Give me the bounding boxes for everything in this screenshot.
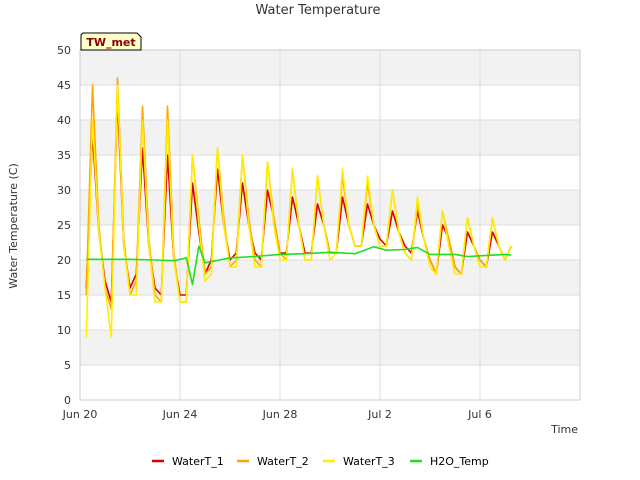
y-tick-label: 0 <box>64 394 71 407</box>
y-tick-label: 10 <box>57 324 71 337</box>
y-tick-label: 40 <box>57 114 71 127</box>
legend: WaterT_1 WaterT_2 WaterT_3 H2O_Temp <box>152 455 489 468</box>
series-line-h2o-temp <box>86 245 512 286</box>
y-tick-label: 20 <box>57 254 71 267</box>
grid-band <box>80 190 580 225</box>
x-tick-label: Jul 2 <box>367 408 392 421</box>
series-layer <box>85 77 513 338</box>
y-tick-label: 50 <box>57 44 71 57</box>
y-tick-label: 35 <box>57 149 71 162</box>
y-axis-label: Water Temperature (C) <box>7 163 20 288</box>
y-tick-label: 25 <box>57 219 71 232</box>
axes <box>79 49 581 401</box>
x-axis-label: Time <box>550 423 578 436</box>
chart-title: Water Temperature <box>256 3 381 18</box>
tick-labels: 0 5 10 15 20 25 30 35 40 45 50 Jun 20 Jun 24 Jun 28 Ju… <box>57 44 492 421</box>
y-tick-label: 15 <box>57 289 71 302</box>
grid-band <box>80 120 580 155</box>
y-tick-label: 45 <box>57 79 71 92</box>
legend-label-h2o-temp: H2O_Temp <box>430 455 489 468</box>
series-line-watert-3 <box>85 84 513 338</box>
legend-label-watert-3: WaterT_3 <box>343 455 395 468</box>
grid-band <box>80 50 580 85</box>
x-tick-label: Jun 20 <box>62 408 98 421</box>
station-badge: TW_met <box>80 32 142 51</box>
station-badge-box <box>80 32 142 51</box>
station-badge-label: TW_met <box>86 36 135 49</box>
y-tick-label: 5 <box>64 359 71 372</box>
y-tick-label: 30 <box>57 184 71 197</box>
x-tick-label: Jul 6 <box>467 408 492 421</box>
legend-label-watert-1: WaterT_1 <box>172 455 224 468</box>
legend-label-watert-2: WaterT_2 <box>257 455 309 468</box>
x-tick-label: Jun 24 <box>162 408 198 421</box>
x-tick-label: Jun 28 <box>262 408 298 421</box>
plot-frame <box>79 49 581 401</box>
grid-band <box>80 330 580 365</box>
